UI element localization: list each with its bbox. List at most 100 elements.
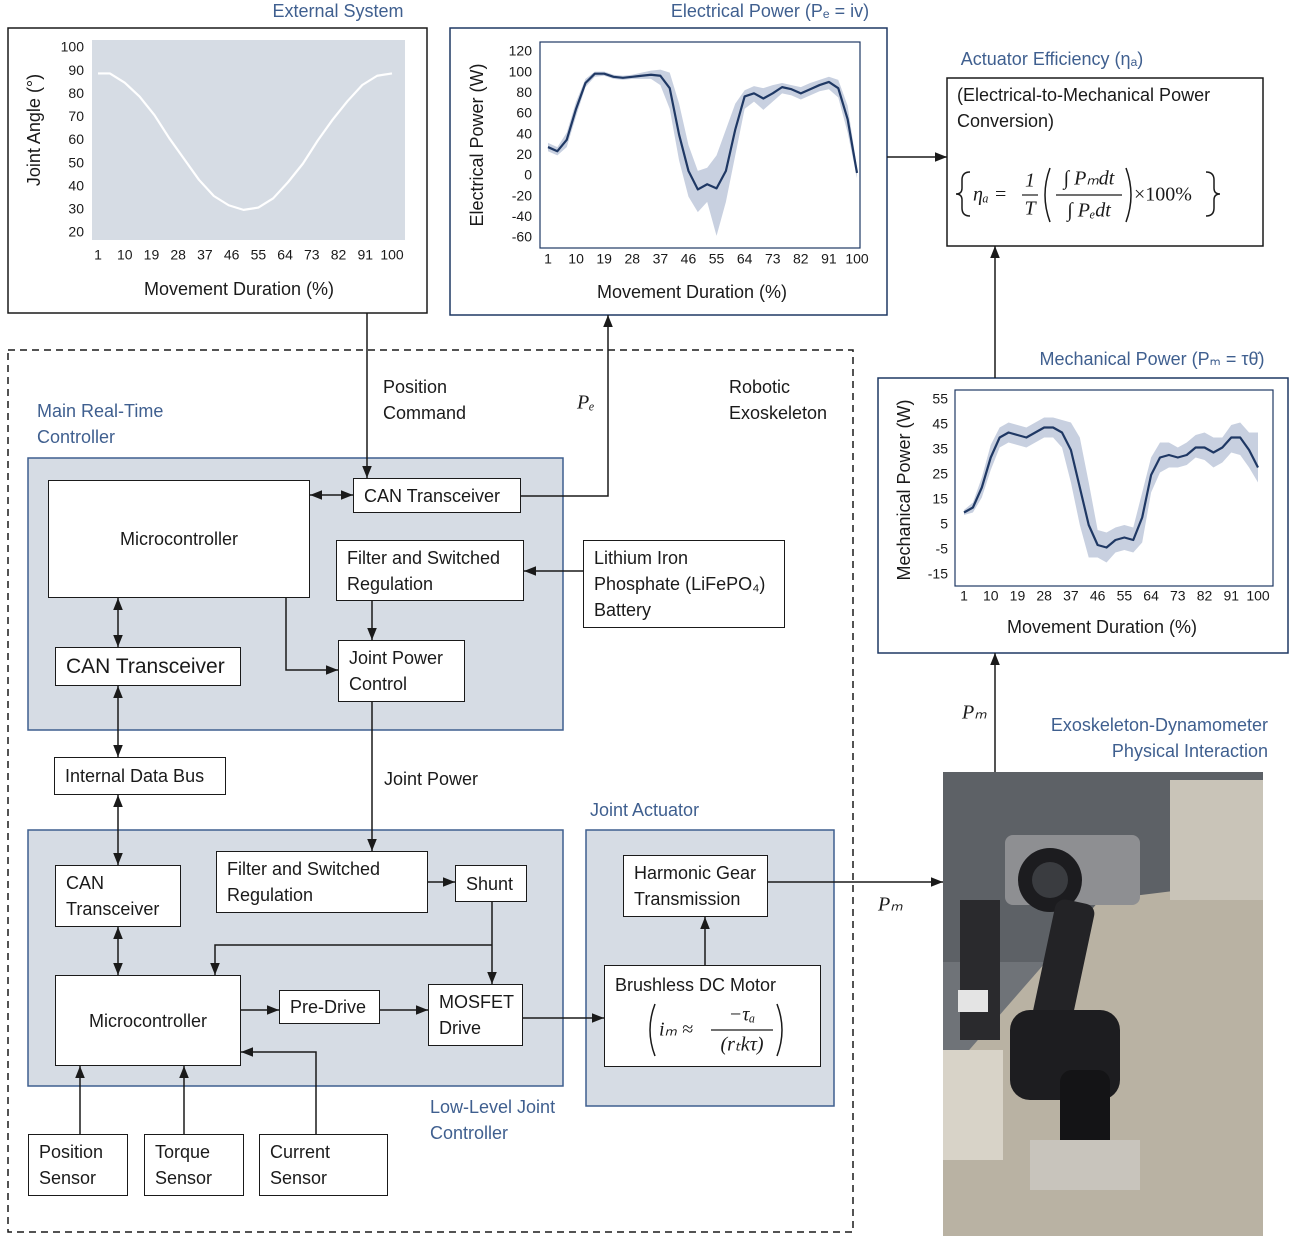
formula-text: ∫ Pₘdt	[1062, 168, 1115, 191]
motor-formula: iₘ ≈ −τₐ (rₜkτ)	[605, 966, 822, 1068]
x-tick-label: 55	[1117, 588, 1133, 604]
box-text: CAN Transceiver	[66, 654, 230, 680]
x-tick-label: 10	[983, 588, 999, 604]
label: Pₘ	[961, 702, 987, 724]
component-box: TorqueSensor	[144, 1134, 244, 1196]
y-tick-label: -40	[512, 208, 532, 224]
x-tick-label: 1	[960, 588, 968, 604]
x-tick-label: 10	[568, 251, 584, 267]
formula-text: (rₜkτ)	[720, 1034, 763, 1056]
box-text: Control	[349, 671, 454, 697]
component-box: Microcontroller	[55, 975, 241, 1066]
box-text: Sensor	[155, 1165, 233, 1191]
y-axis-label: Electrical Power (W)	[467, 63, 487, 226]
formula-text: −τₐ	[729, 1004, 756, 1026]
x-tick-label: 73	[765, 251, 781, 267]
y-tick-label: 80	[68, 85, 84, 101]
y-tick-label: 0	[524, 167, 532, 183]
component-box: CAN Transceiver	[353, 478, 521, 513]
box-text: Pre-Drive	[290, 994, 369, 1020]
box-text: Internal Data Bus	[65, 763, 215, 789]
y-tick-label: -5	[936, 541, 949, 557]
efficiency-text: (Electrical-to-Mechanical Power	[957, 85, 1210, 105]
box-text: Position	[39, 1139, 117, 1165]
formula-text: ×100%	[1134, 184, 1192, 206]
x-tick-label: 64	[1143, 588, 1159, 604]
x-tick-label: 28	[624, 251, 640, 267]
y-tick-label: 5	[940, 516, 948, 532]
x-tick-label: 55	[251, 247, 267, 263]
y-tick-label: -60	[512, 229, 532, 245]
paren	[650, 1004, 655, 1056]
y-tick-label: -15	[928, 566, 948, 582]
box-text: Harmonic Gear	[634, 860, 757, 886]
x-tick-label: 82	[1197, 588, 1213, 604]
y-axis-label: Joint Angle (°)	[24, 74, 44, 186]
component-box: Harmonic GearTransmission	[623, 855, 768, 917]
y-tick-label: 60	[516, 105, 532, 121]
y-tick-label: 80	[516, 84, 532, 100]
x-tick-label: 64	[277, 247, 293, 263]
component-box: PositionSensor	[28, 1134, 128, 1196]
panel-label: Main Real-Time	[37, 401, 163, 421]
formula-text: iₘ ≈	[659, 1019, 693, 1041]
y-tick-label: 15	[932, 491, 948, 507]
label: Joint Power	[384, 769, 478, 789]
box-text: Current	[270, 1139, 377, 1165]
label: Position	[383, 377, 447, 397]
x-tick-label: 19	[144, 247, 160, 263]
x-tick-label: 10	[117, 247, 133, 263]
x-tick-label: 19	[596, 251, 612, 267]
x-tick-label: 46	[224, 247, 240, 263]
box-text: CAN	[66, 870, 170, 896]
box-text: Filter and Switched	[347, 545, 513, 571]
box-text: Shunt	[466, 871, 516, 897]
x-tick-label: 100	[380, 247, 404, 263]
y-tick-label: 45	[932, 416, 948, 432]
box-text: Microcontroller	[59, 526, 299, 552]
box-text: MOSFET	[439, 989, 512, 1015]
y-tick-label: 70	[68, 108, 84, 124]
formula-text: ηₐ =	[973, 184, 1007, 206]
y-tick-label: 50	[68, 154, 84, 170]
formula-text: ∫ Pₑdt	[1065, 200, 1111, 223]
x-tick-label: 19	[1010, 588, 1026, 604]
x-tick-label: 91	[1223, 588, 1239, 604]
y-tick-label: 100	[61, 39, 85, 55]
y-tick-label: 100	[509, 63, 533, 79]
box-text: Sensor	[270, 1165, 377, 1191]
x-axis-label: Movement Duration (%)	[597, 282, 787, 302]
formula-text: 1	[1025, 170, 1035, 192]
component-box: Pre-Drive	[279, 990, 380, 1024]
label: Robotic	[729, 377, 790, 397]
formula-text: T	[1024, 198, 1037, 220]
y-tick-label: 40	[516, 125, 532, 141]
y-tick-label: 20	[68, 224, 84, 240]
label: Pₘ	[877, 894, 903, 916]
panel-label: Physical Interaction	[1112, 741, 1268, 761]
box-text: Battery	[594, 597, 774, 623]
x-tick-label: 28	[1036, 588, 1052, 604]
x-tick-label: 1	[544, 251, 552, 267]
y-tick-label: 55	[932, 391, 948, 407]
paren	[777, 1004, 782, 1056]
x-tick-label: 82	[331, 247, 347, 263]
panel-label: Exoskeleton-Dynamometer	[1051, 715, 1268, 735]
label: Exoskeleton	[729, 403, 827, 423]
efficiency-title: Actuator Efficiency (ηₐ)	[961, 49, 1143, 69]
efficiency-text: Conversion)	[957, 111, 1054, 131]
box-text: Microcontroller	[66, 1008, 230, 1034]
box-text: Drive	[439, 1015, 512, 1041]
x-tick-label: 73	[1170, 588, 1186, 604]
y-tick-label: 90	[68, 62, 84, 78]
box-text: Transmission	[634, 886, 757, 912]
photo	[943, 772, 1263, 1236]
panel-label: Controller	[430, 1123, 508, 1143]
x-tick-label: 55	[709, 251, 725, 267]
